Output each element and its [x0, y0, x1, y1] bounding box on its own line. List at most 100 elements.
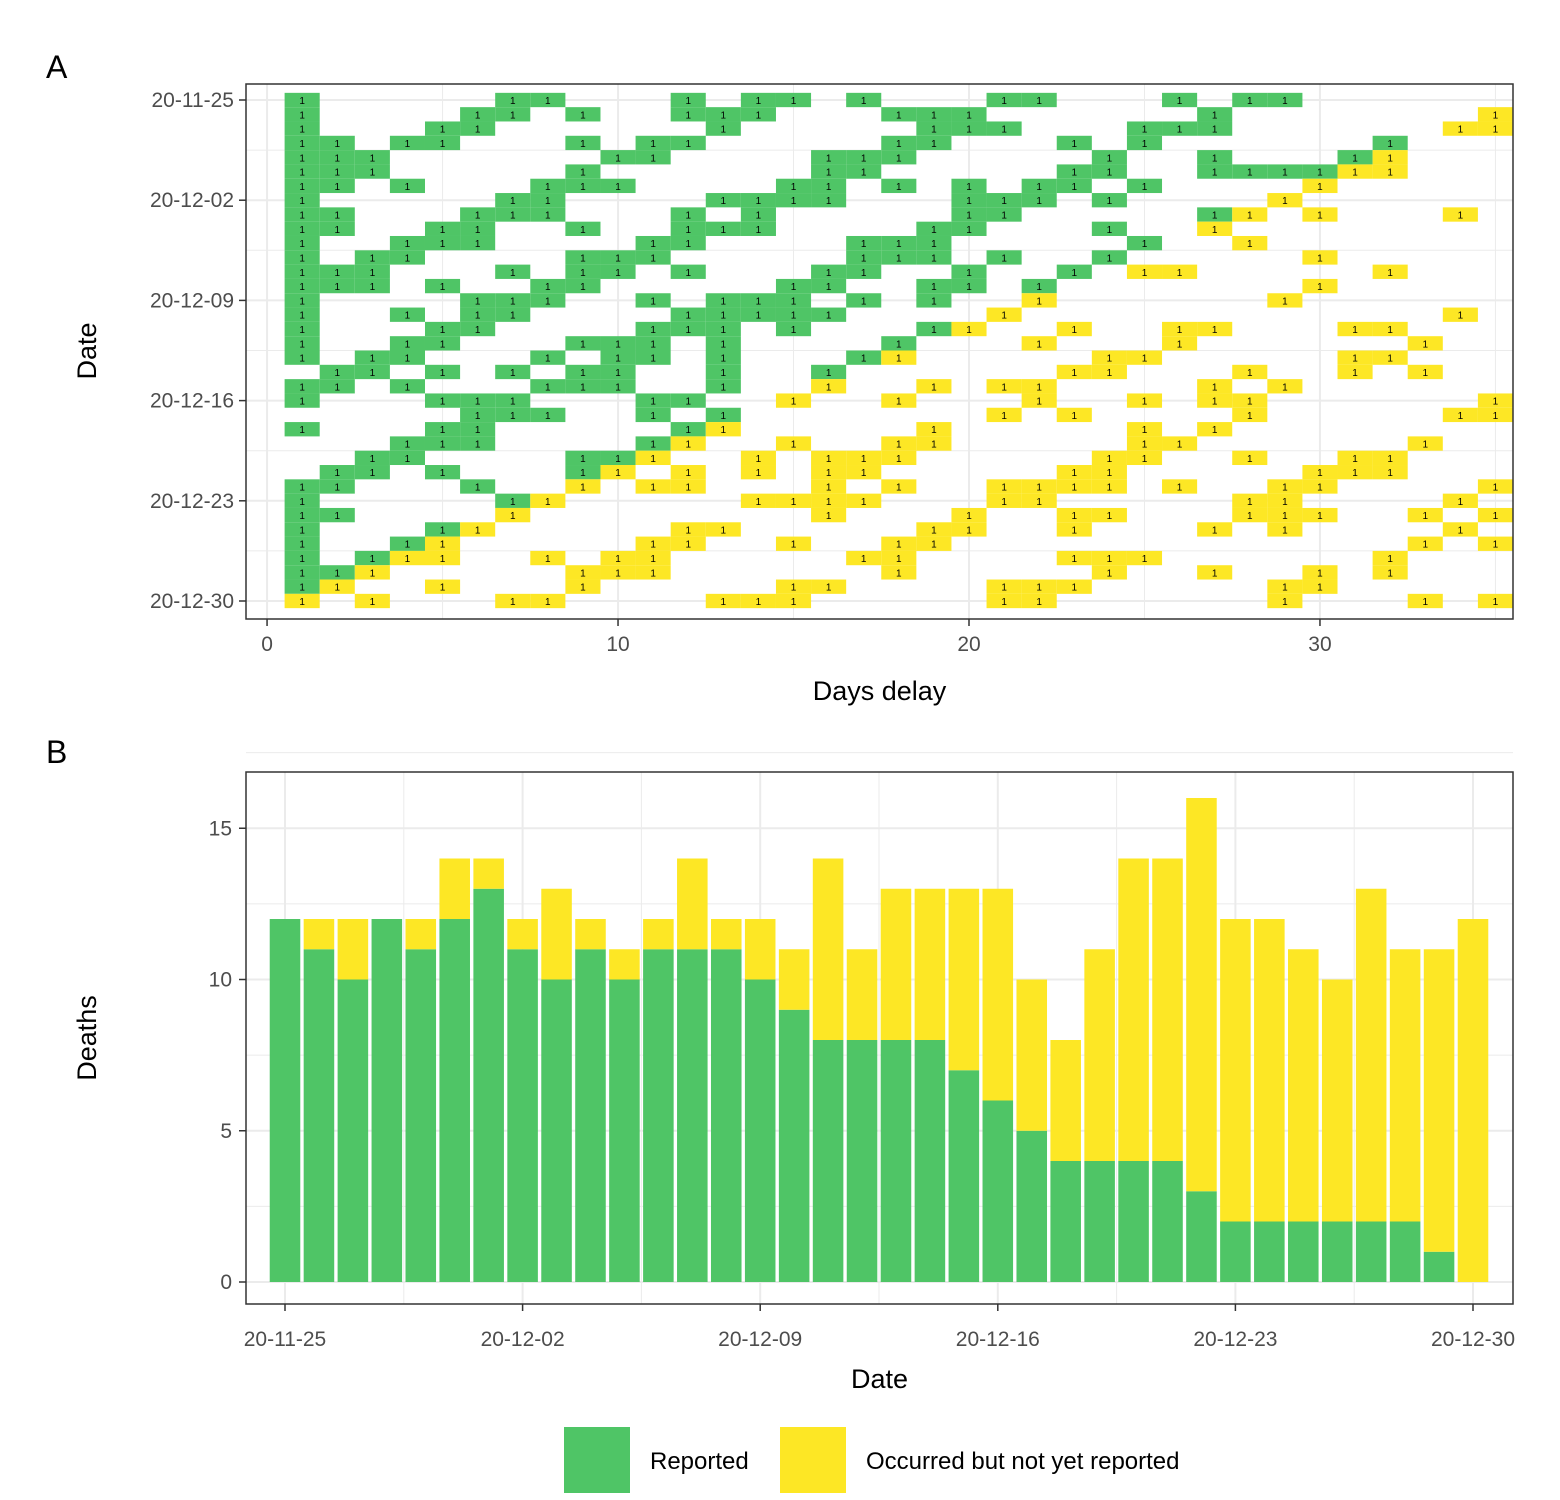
- heatmap-cell-label: 1: [615, 368, 621, 379]
- heatmap-cell-label: 1: [931, 225, 937, 236]
- heatmap-cell: [670, 264, 706, 279]
- panel-a-x-tick-label: 0: [261, 633, 273, 656]
- heatmap-cell-label: 1: [299, 511, 305, 522]
- heatmap-cell: [284, 550, 320, 566]
- bar-reported: [1254, 1221, 1285, 1282]
- heatmap-cell-label: 1: [826, 511, 832, 522]
- bar-not-yet-reported: [914, 888, 946, 1040]
- heatmap-cell: [1091, 350, 1127, 365]
- heatmap-cell: [495, 207, 531, 222]
- heatmap-cell: [846, 250, 882, 265]
- heatmap-cell-label: 1: [896, 139, 902, 150]
- heatmap-cell: [1477, 593, 1513, 609]
- heatmap-cell: [1267, 92, 1303, 108]
- heatmap-cell: [1162, 264, 1198, 279]
- heatmap-cell: [1302, 250, 1338, 265]
- heatmap-cell: [811, 278, 847, 294]
- heatmap-cell-label: 1: [685, 482, 691, 493]
- heatmap-cell: [635, 479, 671, 494]
- heatmap-cell-label: 1: [931, 139, 937, 150]
- heatmap-cell: [740, 465, 776, 480]
- heatmap-cell: [811, 465, 847, 480]
- heatmap-cell: [811, 193, 847, 208]
- heatmap-cell: [846, 493, 882, 508]
- heatmap-cell-label: 1: [1352, 468, 1358, 479]
- heatmap-cell-label: 1: [756, 454, 762, 465]
- heatmap-cell-label: 1: [370, 454, 376, 465]
- heatmap-cell-label: 1: [510, 96, 516, 107]
- heatmap-cell: [1232, 407, 1268, 423]
- heatmap-cell-label: 1: [1107, 153, 1113, 164]
- heatmap-cell: [319, 579, 355, 594]
- heatmap-cell: [1372, 164, 1408, 179]
- heatmap-cell: [846, 293, 882, 308]
- heatmap-cell-label: 1: [1282, 583, 1288, 594]
- heatmap-cell-label: 1: [1142, 554, 1148, 565]
- heatmap-cell: [1232, 507, 1268, 523]
- heatmap-cell-label: 1: [1107, 454, 1113, 465]
- heatmap-cell: [565, 178, 601, 194]
- heatmap-cell: [284, 207, 320, 222]
- heatmap-cell: [1442, 207, 1478, 222]
- heatmap-cell-label: 1: [299, 311, 305, 322]
- heatmap-cell: [389, 379, 425, 394]
- heatmap-cell-label: 1: [299, 339, 305, 350]
- heatmap-cell: [1302, 479, 1338, 494]
- heatmap-cell: [670, 436, 706, 451]
- heatmap-cell: [1056, 264, 1092, 279]
- bar-reported: [1288, 1221, 1319, 1282]
- heatmap-cell: [881, 565, 917, 580]
- heatmap-cell-label: 1: [1212, 397, 1218, 408]
- heatmap-cell: [635, 135, 671, 151]
- heatmap-cell-label: 1: [1036, 282, 1042, 293]
- heatmap-cell-label: 1: [896, 110, 902, 121]
- heatmap-cell: [881, 536, 917, 551]
- heatmap-cell-label: 1: [826, 268, 832, 279]
- heatmap-cell: [389, 250, 425, 265]
- heatmap-cell-label: 1: [1142, 440, 1148, 451]
- heatmap-cell-label: 1: [1142, 268, 1148, 279]
- heatmap-cell: [460, 293, 496, 308]
- heatmap-cell-label: 1: [405, 382, 411, 393]
- heatmap-cell: [916, 221, 952, 236]
- heatmap-cell: [424, 235, 461, 251]
- heatmap-cell-label: 1: [440, 139, 446, 150]
- heatmap-cell: [284, 593, 320, 609]
- heatmap-cell: [424, 536, 461, 551]
- heatmap-cell-label: 1: [1387, 325, 1393, 336]
- heatmap-cell: [951, 121, 987, 136]
- heatmap-cell: [1477, 407, 1513, 423]
- heatmap-cell: [354, 164, 390, 179]
- heatmap-cell-label: 1: [580, 339, 586, 350]
- heatmap-cell: [1126, 135, 1163, 151]
- heatmap-cell: [1056, 164, 1092, 179]
- heatmap-cell-label: 1: [861, 168, 867, 179]
- heatmap-cell: [740, 493, 776, 508]
- heatmap-cell-label: 1: [580, 282, 586, 293]
- heatmap-cell-label: 1: [405, 182, 411, 193]
- heatmap-cell-label: 1: [440, 125, 446, 136]
- heatmap-cell: [284, 321, 320, 337]
- panel-b-bars: [269, 798, 1489, 1282]
- heatmap-cell: [740, 207, 776, 222]
- heatmap-cell-label: 1: [615, 554, 621, 565]
- bar-reported: [643, 949, 674, 1282]
- heatmap-cell-label: 1: [615, 454, 621, 465]
- heatmap-cell: [1267, 593, 1303, 609]
- bar-not-yet-reported: [744, 919, 776, 980]
- heatmap-cell-label: 1: [861, 554, 867, 565]
- heatmap-cell-label: 1: [1001, 211, 1007, 222]
- heatmap-cell-label: 1: [1107, 354, 1113, 365]
- heatmap-cell-label: 1: [896, 454, 902, 465]
- heatmap-cell-label: 1: [931, 125, 937, 136]
- heatmap-cell: [811, 307, 847, 322]
- heatmap-cell-label: 1: [1036, 339, 1042, 350]
- heatmap-cell: [1126, 121, 1163, 136]
- heatmap-cell: [1337, 450, 1373, 466]
- heatmap-cell-label: 1: [1422, 339, 1428, 350]
- panel-a-letter: A: [46, 49, 68, 85]
- heatmap-cell-label: 1: [545, 411, 551, 422]
- heatmap-cell: [530, 92, 566, 108]
- heatmap-cell: [1021, 393, 1057, 408]
- heatmap-cell: [670, 221, 706, 236]
